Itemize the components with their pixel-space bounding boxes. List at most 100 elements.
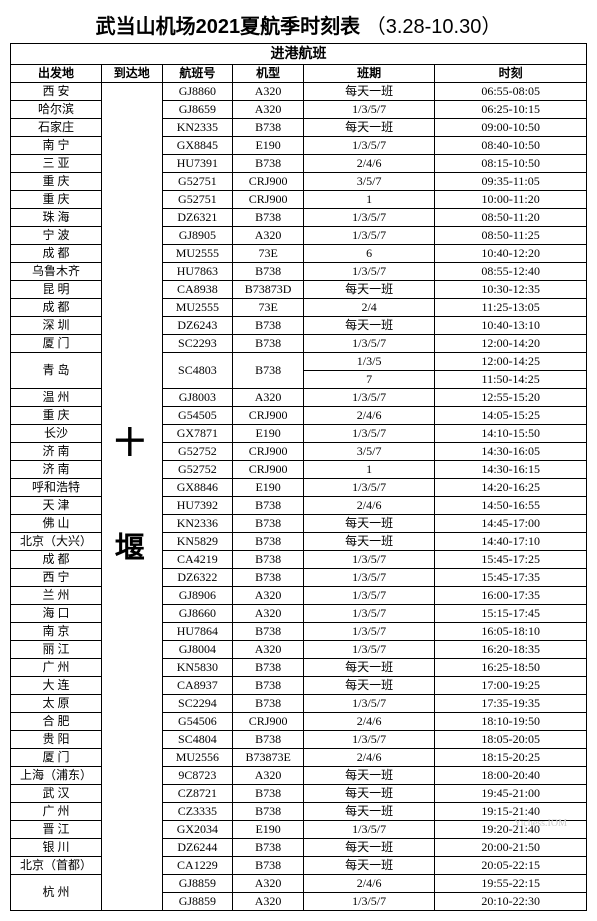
cell-flight: 9C8723 <box>162 766 233 784</box>
cell-schedule: 1/3/5/7 <box>303 136 434 154</box>
table-row: 佛 山KN2336B738每天一班14:45-17:00 <box>11 514 587 532</box>
cell-aircraft: 73E <box>233 298 304 316</box>
cell-schedule: 每天一班 <box>303 856 434 874</box>
col-aircraft: 机型 <box>233 64 304 82</box>
cell-flight: HU7391 <box>162 154 233 172</box>
table-row: 成 都MU255573E610:40-12:20 <box>11 244 587 262</box>
cell-origin: 西 安 <box>11 82 102 100</box>
cell-schedule: 1/3/5/7 <box>303 226 434 244</box>
title-dates: （3.28-10.30） <box>366 16 502 38</box>
cell-flight: DZ6321 <box>162 208 233 226</box>
cell-flight: SC2294 <box>162 694 233 712</box>
cell-schedule: 1/3/5/7 <box>303 334 434 352</box>
table-row: 重 庆G52751CRJ900110:00-11:20 <box>11 190 587 208</box>
cell-time: 10:30-12:35 <box>435 280 587 298</box>
cell-origin: 合 肥 <box>11 712 102 730</box>
cell-flight: GJ8860 <box>162 82 233 100</box>
cell-schedule: 每天一班 <box>303 838 434 856</box>
cell-origin: 南 宁 <box>11 136 102 154</box>
cell-flight: SC4804 <box>162 730 233 748</box>
cell-flight: GJ8004 <box>162 640 233 658</box>
cell-origin: 深 圳 <box>11 316 102 334</box>
cell-schedule: 1/3/5/7 <box>303 478 434 496</box>
cell-time: 14:20-16:25 <box>435 478 587 496</box>
cell-origin: 大 连 <box>11 676 102 694</box>
table-row: 上海（浦东）9C8723A320每天一班18:00-20:40 <box>11 766 587 784</box>
cell-origin: 兰 州 <box>11 586 102 604</box>
cell-origin: 温 州 <box>11 388 102 406</box>
cell-schedule: 1/3/5/7 <box>303 586 434 604</box>
cell-schedule: 1/3/5/7 <box>303 640 434 658</box>
cell-origin: 丽 江 <box>11 640 102 658</box>
cell-time: 20:10-22:30 <box>435 892 587 910</box>
col-dest: 到达地 <box>101 64 162 82</box>
cell-time: 19:55-22:15 <box>435 874 587 892</box>
section-header: 进港航班 <box>11 44 587 65</box>
cell-schedule: 6 <box>303 244 434 262</box>
cell-flight: G54505 <box>162 406 233 424</box>
cell-schedule: 2/4/6 <box>303 154 434 172</box>
cell-aircraft: A320 <box>233 604 304 622</box>
cell-time: 09:35-11:05 <box>435 172 587 190</box>
cell-schedule: 1 <box>303 460 434 478</box>
table-row: 天 津HU7392B7382/4/614:50-16:55 <box>11 496 587 514</box>
col-origin: 出发地 <box>11 64 102 82</box>
cell-time: 19:45-21:00 <box>435 784 587 802</box>
cell-schedule: 每天一班 <box>303 118 434 136</box>
cell-origin: 广 州 <box>11 658 102 676</box>
cell-origin: 长沙 <box>11 424 102 442</box>
cell-schedule: 每天一班 <box>303 676 434 694</box>
cell-aircraft: CRJ900 <box>233 442 304 460</box>
cell-flight: KN2335 <box>162 118 233 136</box>
cell-time: 14:30-16:15 <box>435 460 587 478</box>
cell-origin: 青 岛 <box>11 352 102 388</box>
table-row: 哈尔滨GJ8659A3201/3/5/706:25-10:15 <box>11 100 587 118</box>
cell-schedule: 1 <box>303 190 434 208</box>
cell-schedule: 1/3/5/7 <box>303 550 434 568</box>
cell-time: 16:25-18:50 <box>435 658 587 676</box>
page-title: 武当山机场2021夏航季时刻表 （3.28-10.30） <box>10 10 587 39</box>
cell-schedule: 7 <box>303 370 434 388</box>
cell-aircraft: CRJ900 <box>233 712 304 730</box>
cell-schedule: 1/3/5/7 <box>303 604 434 622</box>
cell-flight: G52751 <box>162 172 233 190</box>
cell-schedule: 2/4/6 <box>303 748 434 766</box>
cell-origin: 珠 海 <box>11 208 102 226</box>
cell-flight: CA8937 <box>162 676 233 694</box>
cell-aircraft: B738 <box>233 334 304 352</box>
cell-schedule: 1/3/5/7 <box>303 820 434 838</box>
cell-aircraft: CRJ900 <box>233 172 304 190</box>
cell-flight: DZ6244 <box>162 838 233 856</box>
cell-flight: G52751 <box>162 190 233 208</box>
cell-aircraft: B738 <box>233 694 304 712</box>
cell-time: 14:40-17:10 <box>435 532 587 550</box>
table-row: 济 南G52752CRJ9003/5/714:30-16:05 <box>11 442 587 460</box>
cell-origin: 济 南 <box>11 460 102 478</box>
table-row: 石家庄KN2335B738每天一班09:00-10:50 <box>11 118 587 136</box>
cell-time: 15:45-17:25 <box>435 550 587 568</box>
table-row: 青 岛SC4803B7381/3/512:00-14:25 <box>11 352 587 370</box>
cell-flight: HU7392 <box>162 496 233 514</box>
table-row: 昆 明CA8938B73873D每天一班10:30-12:35 <box>11 280 587 298</box>
cell-flight: MU2555 <box>162 298 233 316</box>
cell-time: 10:40-13:10 <box>435 316 587 334</box>
col-flight: 航班号 <box>162 64 233 82</box>
cell-aircraft: A320 <box>233 586 304 604</box>
cell-schedule: 每天一班 <box>303 784 434 802</box>
cell-flight: G52752 <box>162 442 233 460</box>
cell-aircraft: B738 <box>233 856 304 874</box>
cell-time: 14:30-16:05 <box>435 442 587 460</box>
cell-flight: CA8938 <box>162 280 233 298</box>
cell-origin: 西 宁 <box>11 568 102 586</box>
cell-aircraft: CRJ900 <box>233 460 304 478</box>
cell-origin: 武 汉 <box>11 784 102 802</box>
table-row: 晋 江GX2034E1901/3/5/719:20-21:40 <box>11 820 587 838</box>
cell-origin: 重 庆 <box>11 406 102 424</box>
cell-time: 18:00-20:40 <box>435 766 587 784</box>
cell-schedule: 1/3/5/7 <box>303 262 434 280</box>
cell-time: 17:00-19:25 <box>435 676 587 694</box>
table-row: 北京（首都）CA1229B738每天一班20:05-22:15 <box>11 856 587 874</box>
table-row: 银 川DZ6244B738每天一班20:00-21:50 <box>11 838 587 856</box>
cell-origin: 呼和浩特 <box>11 478 102 496</box>
cell-schedule: 2/4/6 <box>303 712 434 730</box>
